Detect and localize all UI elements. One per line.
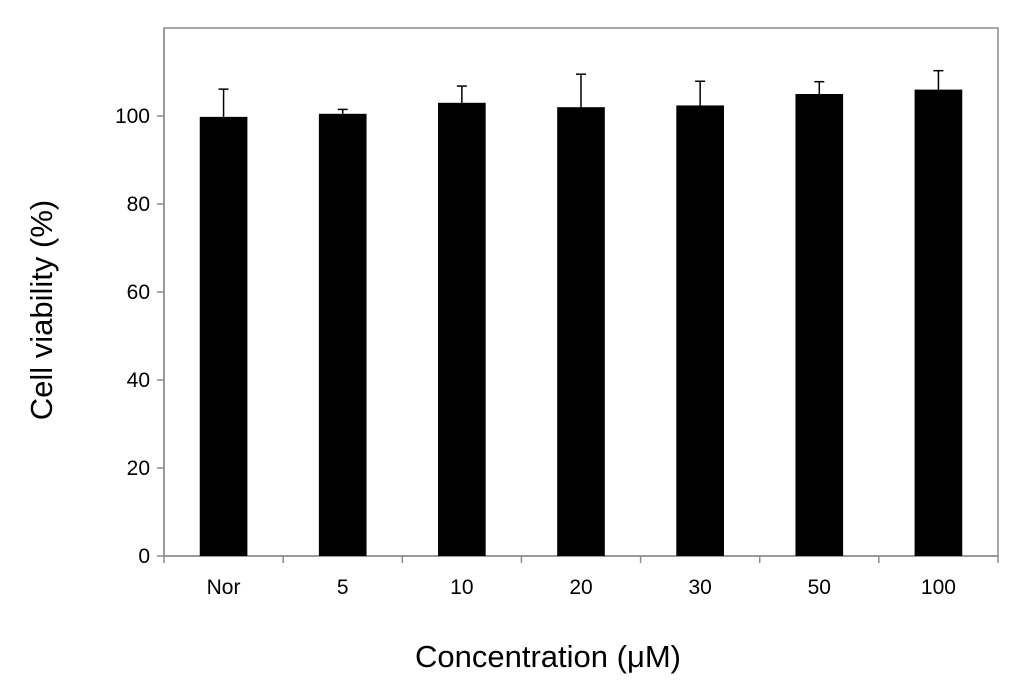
bar-series: [199, 89, 963, 557]
bar: [795, 94, 844, 556]
x-tick-label: 100: [921, 576, 956, 599]
error-bar: [933, 69, 944, 90]
error-bars: [218, 69, 944, 117]
bar: [318, 113, 367, 557]
x-axis-ticks: Nor 5 10 20 30 50 100: [163, 556, 999, 599]
y-axis-title: Cell viability (%): [24, 200, 59, 420]
bar: [676, 105, 724, 556]
error-bar: [456, 85, 467, 103]
x-axis-title: Concentration (μM): [415, 639, 681, 674]
x-tick-label: 20: [569, 576, 592, 599]
y-tick-label: 100: [115, 105, 150, 128]
error-bar: [218, 88, 229, 117]
x-tick-label: 10: [450, 576, 473, 599]
y-tick-label: 40: [127, 369, 150, 392]
error-bar: [695, 80, 706, 106]
y-tick-label: 60: [127, 281, 150, 304]
bar: [914, 89, 963, 556]
bar: [438, 102, 486, 557]
x-tick-label: 5: [337, 576, 349, 599]
error-bar: [337, 108, 348, 114]
y-axis-ticks: 0 20 40 60 80 100: [115, 105, 164, 568]
error-bar: [814, 80, 825, 94]
x-tick-label: Nor: [207, 576, 241, 599]
bar: [557, 107, 605, 556]
x-tick-label: 30: [688, 576, 711, 599]
x-tick-label: 50: [808, 576, 831, 599]
y-tick-label: 0: [138, 545, 150, 568]
error-bar: [576, 73, 586, 108]
bar: [199, 116, 248, 556]
y-tick-label: 20: [127, 457, 150, 480]
y-tick-label: 80: [127, 193, 150, 216]
